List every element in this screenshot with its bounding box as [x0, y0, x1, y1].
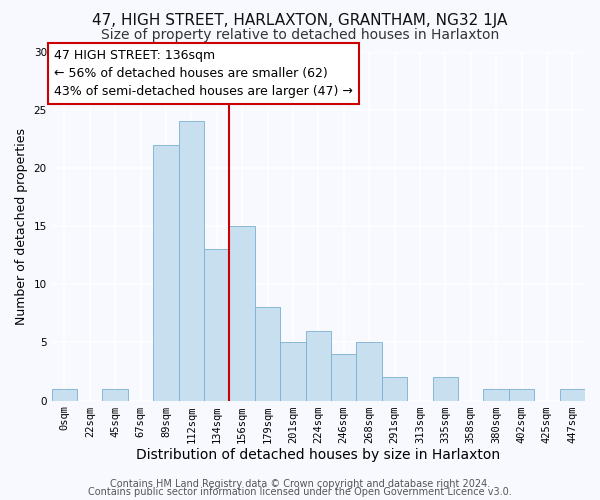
- Bar: [305, 331, 331, 400]
- Text: 47, HIGH STREET, HARLAXTON, GRANTHAM, NG32 1JA: 47, HIGH STREET, HARLAXTON, GRANTHAM, NG…: [92, 12, 508, 28]
- Text: Contains public sector information licensed under the Open Government Licence v3: Contains public sector information licen…: [88, 487, 512, 497]
- Bar: [484, 389, 509, 400]
- Bar: [204, 250, 229, 400]
- Text: Contains HM Land Registry data © Crown copyright and database right 2024.: Contains HM Land Registry data © Crown c…: [110, 479, 490, 489]
- X-axis label: Distribution of detached houses by size in Harlaxton: Distribution of detached houses by size …: [136, 448, 500, 462]
- Bar: [52, 389, 77, 400]
- Bar: [280, 342, 305, 400]
- Text: Size of property relative to detached houses in Harlaxton: Size of property relative to detached ho…: [101, 28, 499, 42]
- Bar: [433, 378, 458, 400]
- Bar: [229, 226, 255, 400]
- Bar: [255, 308, 280, 400]
- Y-axis label: Number of detached properties: Number of detached properties: [15, 128, 28, 324]
- Bar: [331, 354, 356, 401]
- Bar: [103, 389, 128, 400]
- Bar: [153, 144, 179, 400]
- Text: 47 HIGH STREET: 136sqm
← 56% of detached houses are smaller (62)
43% of semi-det: 47 HIGH STREET: 136sqm ← 56% of detached…: [54, 49, 353, 98]
- Bar: [382, 378, 407, 400]
- Bar: [509, 389, 534, 400]
- Bar: [179, 122, 204, 400]
- Bar: [560, 389, 585, 400]
- Bar: [356, 342, 382, 400]
